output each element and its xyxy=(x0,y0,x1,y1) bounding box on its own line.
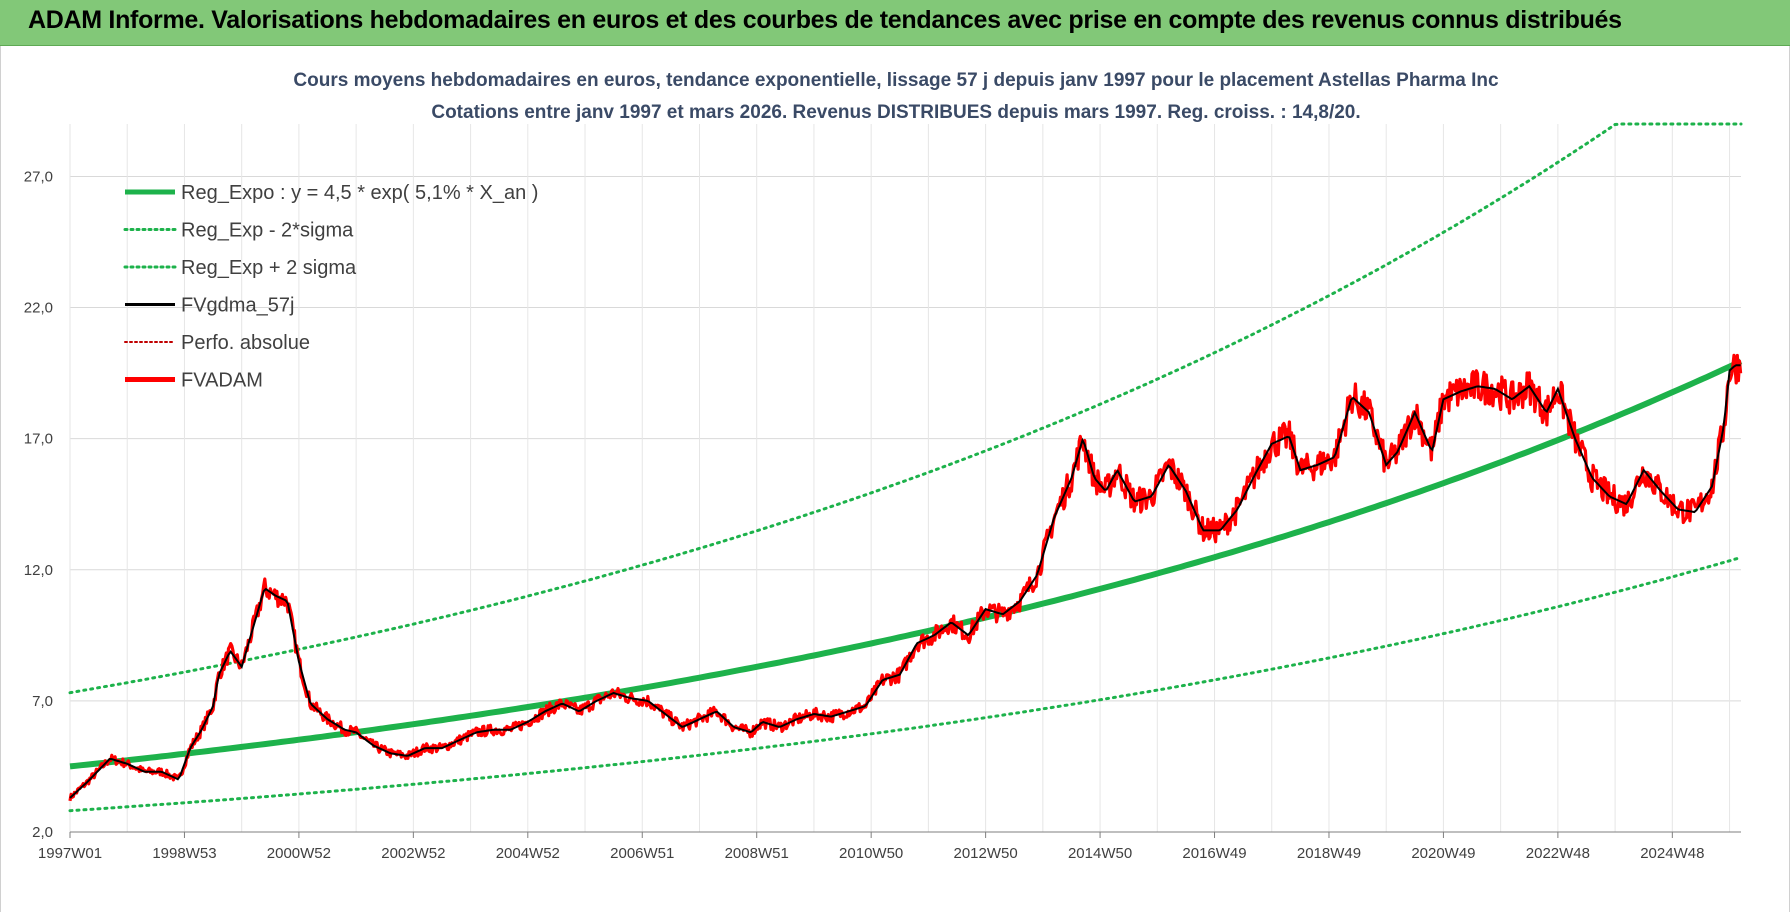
chart-area: 2,0 7,0 12,0 17,0 22,0 27,0 1997W01 1998W53 2000… xyxy=(0,46,1790,912)
banner-title: ADAM Informe. Valorisations hebdomadaire… xyxy=(28,6,1622,34)
y-tick-label: 2,0 xyxy=(32,824,53,841)
y-tick-label: 27,0 xyxy=(24,168,53,185)
x-tick-label: 2008W51 xyxy=(725,845,789,862)
y-tick-label: 22,0 xyxy=(24,300,53,317)
x-tick-label: 1998W53 xyxy=(152,845,216,862)
y-tick-label: 17,0 xyxy=(24,431,53,448)
chart-series xyxy=(68,122,1743,813)
x-tick-label: 2010W50 xyxy=(839,845,903,862)
x-tick-label: 2012W50 xyxy=(954,845,1018,862)
x-tick-label: 2004W52 xyxy=(496,845,560,862)
x-tick-label: 2014W50 xyxy=(1068,845,1132,862)
x-tick-label: 2006W51 xyxy=(610,845,674,862)
chart-title: Cours moyens hebdomadaires en euros, ten… xyxy=(293,70,1499,91)
legend-label: FVADAM xyxy=(181,370,263,392)
chart-subtitle: Cotations entre janv 1997 et mars 2026. … xyxy=(431,102,1360,123)
legend-label: Perfo. absolue xyxy=(181,332,310,354)
x-tick-label: 2016W49 xyxy=(1182,845,1246,862)
y-tick-label: 12,0 xyxy=(24,562,53,579)
legend-label: Reg_Exp - 2*sigma xyxy=(181,220,354,242)
trend-chart: 2,0 7,0 12,0 17,0 22,0 27,0 1997W01 1998W53 2000… xyxy=(24,70,1743,862)
series-fvgdma-57j xyxy=(69,364,1741,799)
legend-label: Reg_Exp + 2 sigma xyxy=(181,257,357,279)
x-tick-label: 2002W52 xyxy=(381,845,445,862)
chart-legend: Reg_Expo : y = 4,5 * exp( 5,1% * X_an ) R… xyxy=(123,182,538,392)
legend-label: Reg_Expo : y = 4,5 * exp( 5,1% * X_an ) xyxy=(181,182,538,204)
series-reg-exp-minus-2sigma xyxy=(68,556,1743,813)
y-tick-label: 7,0 xyxy=(32,693,53,710)
x-tick-label: 1997W01 xyxy=(38,845,102,862)
x-tick-label: 2022W48 xyxy=(1526,845,1590,862)
x-tick-label: 2020W49 xyxy=(1411,845,1475,862)
chart-axes: 2,0 7,0 12,0 17,0 22,0 27,0 1997W01 1998W53 2000… xyxy=(24,168,1741,862)
legend-label: FVgdma_57j xyxy=(181,295,294,317)
series-fvadam xyxy=(68,353,1743,802)
series-reg-expo xyxy=(69,358,1743,770)
report-banner: ADAM Informe. Valorisations hebdomadaire… xyxy=(0,0,1790,46)
x-tick-label: 2018W49 xyxy=(1297,845,1361,862)
series-reg-exp-plus-2sigma xyxy=(68,122,1743,695)
x-tick-label: 2000W52 xyxy=(267,845,331,862)
x-tick-label: 2024W48 xyxy=(1640,845,1704,862)
